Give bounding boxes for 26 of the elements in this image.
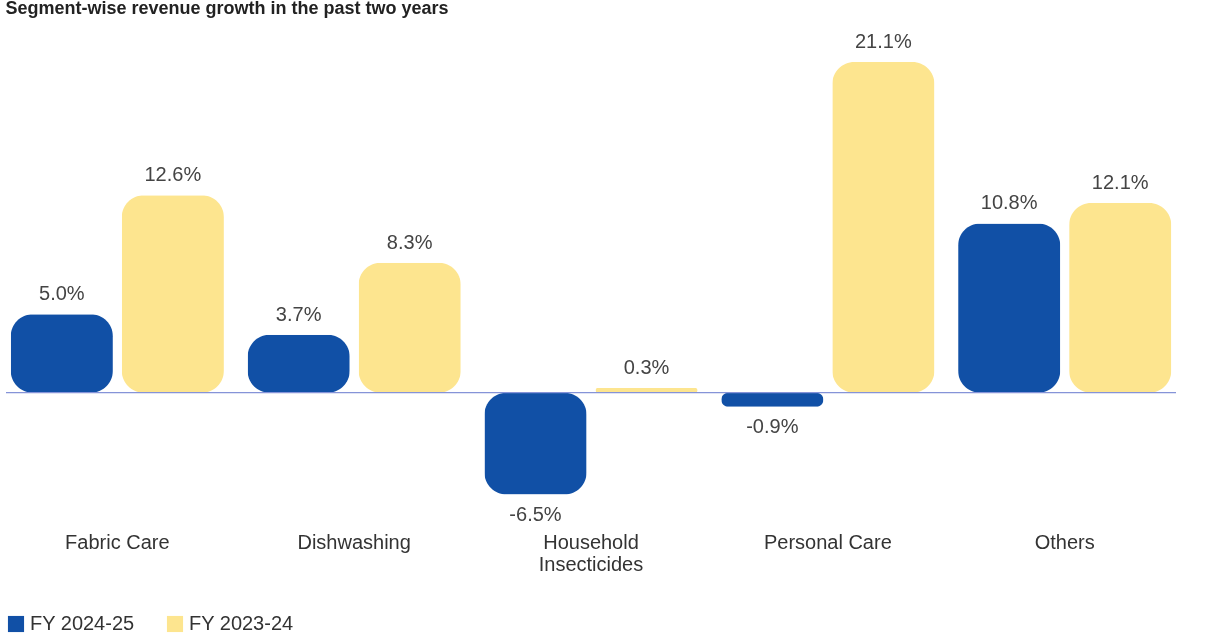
x-tick-label: Others xyxy=(1034,530,1095,553)
data-label: 10.8% xyxy=(980,191,1038,214)
chart-title: Segment-wise revenue growth in the past two years xyxy=(5,0,449,19)
x-tick-label: Household Insecticides xyxy=(538,530,644,575)
data-label: 21.1% xyxy=(854,30,912,53)
legend-label: FY 2023-24 xyxy=(189,612,294,634)
x-tick-label: Fabric Care xyxy=(65,530,170,553)
bar xyxy=(121,195,224,393)
data-label: 12.6% xyxy=(144,163,202,186)
data-label: 3.7% xyxy=(275,302,322,325)
x-tick-label: Dishwashing xyxy=(297,530,411,553)
data-label: 8.3% xyxy=(386,230,433,253)
bar xyxy=(484,392,587,495)
bar xyxy=(832,62,935,393)
x-tick-label: Personal Care xyxy=(763,530,892,553)
bar xyxy=(247,334,350,393)
data-label: -0.9% xyxy=(746,414,799,437)
legend-label: FY 2024-25 xyxy=(30,612,135,634)
data-label: 5.0% xyxy=(39,282,85,305)
data-label: 0.3% xyxy=(623,355,670,378)
bar xyxy=(958,223,1061,393)
bar xyxy=(10,314,113,393)
bar xyxy=(1069,203,1172,393)
bar xyxy=(358,262,461,393)
data-label: -6.5% xyxy=(509,502,562,525)
data-label: 12.1% xyxy=(1091,171,1149,194)
